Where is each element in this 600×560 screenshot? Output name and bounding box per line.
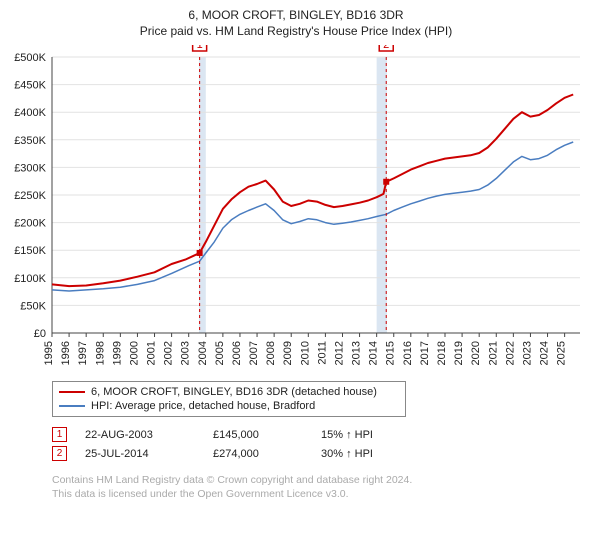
sale-marker-icon: 1 [52, 427, 67, 442]
svg-text:2021: 2021 [487, 341, 499, 365]
legend-item: HPI: Average price, detached house, Brad… [59, 399, 399, 413]
svg-text:2002: 2002 [163, 341, 175, 365]
svg-text:£0: £0 [34, 328, 46, 340]
svg-text:2019: 2019 [453, 341, 465, 365]
svg-text:£400K: £400K [14, 107, 46, 119]
svg-text:£350K: £350K [14, 135, 46, 147]
sale-price: £274,000 [213, 448, 303, 460]
sale-date: 25-JUL-2014 [85, 448, 195, 460]
footnote-line2: This data is licensed under the Open Gov… [52, 487, 588, 501]
sales-table: 1 22-AUG-2003 £145,000 15% ↑ HPI 2 25-JUL-201… [52, 425, 588, 463]
svg-text:1997: 1997 [77, 341, 89, 365]
svg-text:2006: 2006 [231, 341, 243, 365]
footnote-line1: Contains HM Land Registry data © Crown c… [52, 473, 588, 487]
svg-text:2015: 2015 [385, 341, 397, 365]
legend: 6, MOOR CROFT, BINGLEY, BD16 3DR (detach… [52, 381, 406, 417]
svg-text:2007: 2007 [248, 341, 260, 365]
svg-text:2011: 2011 [316, 341, 328, 365]
title-subtitle: Price paid vs. HM Land Registry's House … [4, 24, 588, 40]
svg-text:2020: 2020 [470, 341, 482, 365]
svg-text:2018: 2018 [436, 341, 448, 365]
svg-text:£200K: £200K [14, 218, 46, 230]
svg-text:2014: 2014 [368, 341, 380, 365]
title-address: 6, MOOR CROFT, BINGLEY, BD16 3DR [4, 8, 588, 24]
svg-text:2022: 2022 [504, 341, 516, 365]
svg-text:2001: 2001 [146, 341, 158, 365]
legend-item: 6, MOOR CROFT, BINGLEY, BD16 3DR (detach… [59, 385, 399, 399]
svg-text:£150K: £150K [14, 245, 46, 257]
footnote: Contains HM Land Registry data © Crown c… [52, 473, 588, 501]
svg-text:1998: 1998 [94, 341, 106, 365]
svg-text:2003: 2003 [180, 341, 192, 365]
svg-text:2023: 2023 [521, 341, 533, 365]
svg-text:£300K: £300K [14, 163, 46, 175]
svg-text:2: 2 [383, 45, 389, 51]
svg-text:£450K: £450K [14, 80, 46, 92]
svg-text:1995: 1995 [43, 341, 55, 365]
legend-label: HPI: Average price, detached house, Brad… [91, 400, 315, 412]
svg-text:2013: 2013 [351, 341, 363, 365]
svg-text:2024: 2024 [539, 341, 551, 365]
svg-text:2025: 2025 [556, 341, 568, 365]
svg-text:2010: 2010 [299, 341, 311, 365]
legend-swatch [59, 405, 85, 407]
legend-label: 6, MOOR CROFT, BINGLEY, BD16 3DR (detach… [91, 386, 377, 398]
svg-text:2005: 2005 [214, 341, 226, 365]
sale-date: 22-AUG-2003 [85, 429, 195, 441]
sale-vs-hpi: 30% ↑ HPI [321, 448, 373, 460]
svg-text:£500K: £500K [14, 52, 46, 64]
sale-row: 1 22-AUG-2003 £145,000 15% ↑ HPI [52, 425, 588, 444]
sale-vs-hpi: 15% ↑ HPI [321, 429, 373, 441]
svg-text:2000: 2000 [128, 341, 140, 365]
svg-text:£100K: £100K [14, 273, 46, 285]
svg-text:2017: 2017 [419, 341, 431, 365]
chart-area: £0 £50K £100K £150K £200K £250K £300K £350K £400… [4, 45, 588, 375]
svg-text:2004: 2004 [197, 341, 209, 365]
price-chart: £0 £50K £100K £150K £200K £250K £300K £350K £400… [4, 45, 588, 375]
svg-text:1: 1 [197, 45, 203, 51]
svg-text:2008: 2008 [265, 341, 277, 365]
svg-text:1996: 1996 [60, 341, 72, 365]
svg-text:2016: 2016 [402, 341, 414, 365]
svg-text:£50K: £50K [20, 301, 46, 313]
svg-text:1999: 1999 [111, 341, 123, 365]
svg-text:2009: 2009 [282, 341, 294, 365]
sale-marker-icon: 2 [52, 446, 67, 461]
svg-text:2012: 2012 [333, 341, 345, 365]
svg-text:£250K: £250K [14, 190, 46, 202]
sale-price: £145,000 [213, 429, 303, 441]
chart-container: 6, MOOR CROFT, BINGLEY, BD16 3DR Price p… [0, 0, 600, 560]
sale-row: 2 25-JUL-2014 £274,000 30% ↑ HPI [52, 444, 588, 463]
legend-swatch [59, 391, 85, 393]
